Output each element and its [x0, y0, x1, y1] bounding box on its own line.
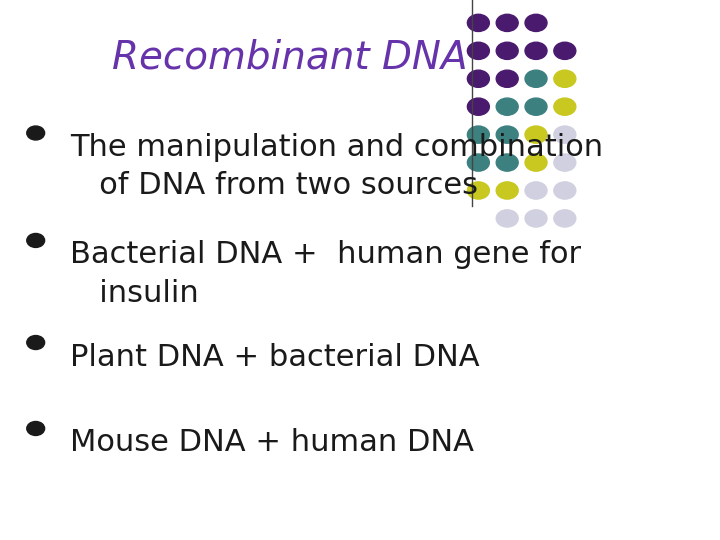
Circle shape	[554, 126, 576, 143]
Circle shape	[525, 154, 547, 171]
Circle shape	[496, 98, 518, 115]
Circle shape	[27, 335, 45, 349]
Circle shape	[467, 126, 490, 143]
Circle shape	[525, 42, 547, 59]
Circle shape	[467, 98, 490, 115]
Circle shape	[496, 14, 518, 31]
Circle shape	[467, 70, 490, 87]
Circle shape	[554, 154, 576, 171]
Circle shape	[525, 182, 547, 199]
Circle shape	[496, 210, 518, 227]
Circle shape	[496, 42, 518, 59]
Text: The manipulation and combination
   of DNA from two sources: The manipulation and combination of DNA …	[70, 133, 603, 200]
Circle shape	[554, 42, 576, 59]
Circle shape	[27, 422, 45, 435]
Circle shape	[525, 126, 547, 143]
Circle shape	[554, 210, 576, 227]
Circle shape	[525, 70, 547, 87]
Circle shape	[496, 126, 518, 143]
Circle shape	[554, 98, 576, 115]
Circle shape	[496, 70, 518, 87]
Circle shape	[27, 233, 45, 247]
Text: Recombinant DNA: Recombinant DNA	[112, 39, 467, 77]
Circle shape	[27, 126, 45, 140]
Text: Bacterial DNA +  human gene for
   insulin: Bacterial DNA + human gene for insulin	[70, 240, 581, 308]
Circle shape	[467, 154, 490, 171]
Circle shape	[496, 182, 518, 199]
Circle shape	[554, 182, 576, 199]
Circle shape	[467, 14, 490, 31]
Circle shape	[525, 98, 547, 115]
Circle shape	[496, 154, 518, 171]
Text: Mouse DNA + human DNA: Mouse DNA + human DNA	[70, 428, 474, 457]
Circle shape	[525, 210, 547, 227]
Circle shape	[467, 182, 490, 199]
Circle shape	[554, 70, 576, 87]
Circle shape	[525, 14, 547, 31]
Text: Plant DNA + bacterial DNA: Plant DNA + bacterial DNA	[70, 342, 480, 372]
Circle shape	[467, 42, 490, 59]
